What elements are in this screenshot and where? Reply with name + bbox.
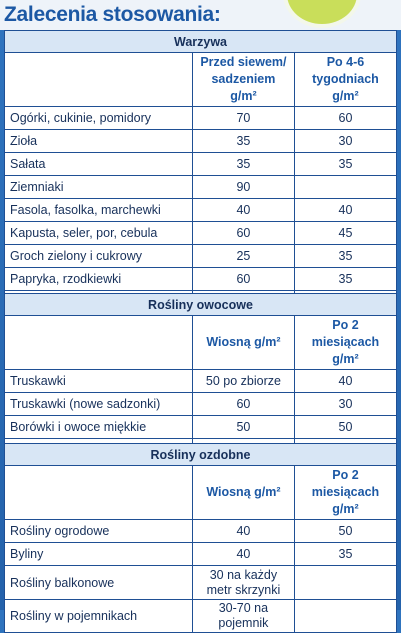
table-row: Borówki i owoce miękkie 50 50 xyxy=(4,415,398,439)
table: Rośliny ozdobne Wiosną g/m² Po 2 miesiącac… xyxy=(4,443,398,633)
column-header: Po 2 miesiącach g/m² xyxy=(293,465,398,520)
table-title: Rośliny ozdobne xyxy=(4,443,397,466)
table-row: Ziemniaki 90 xyxy=(4,175,398,199)
column-header: Po 2 miesiącach g/m² xyxy=(293,315,398,370)
table: Rośliny owocowe Wiosną g/m² Po 2 miesiącac… xyxy=(4,293,398,462)
header-cell xyxy=(4,315,193,370)
cell: 60 xyxy=(191,267,295,291)
cell xyxy=(293,565,398,600)
cell: 35 xyxy=(191,129,295,153)
table-header-row: Rośliny ozdobne xyxy=(4,443,397,466)
table-row: Sałata 35 35 xyxy=(4,152,398,176)
row-label: Ziemniaki xyxy=(4,175,193,199)
cell: 40 xyxy=(191,198,295,222)
column-header: Przed siewem/ sadzeniem g/m² xyxy=(191,52,295,107)
column-header-row: Przed siewem/ sadzeniem g/m² Po 4-6 tygod… xyxy=(4,52,398,107)
cell: 35 xyxy=(293,542,398,566)
cell: 40 xyxy=(191,542,295,566)
row-label: Groch zielony i cukrowy xyxy=(4,244,193,268)
cell: 90 xyxy=(191,175,295,199)
cell: 35 xyxy=(191,152,295,176)
table-title: Rośliny owocowe xyxy=(4,293,397,316)
table-row: Rośliny ogrodowe 40 50 xyxy=(4,519,398,543)
row-label: Papryka, rzodkiewki xyxy=(4,267,193,291)
row-label: Truskawki xyxy=(4,369,193,393)
table-row: Kapusta, seler, por, cebula 60 45 xyxy=(4,221,398,245)
table-row: Papryka, rzodkiewki 60 35 xyxy=(4,267,398,291)
table-header-row: Warzywa xyxy=(4,30,397,53)
table-row: Groch zielony i cukrowy 25 35 xyxy=(4,244,398,268)
table-row: Fasola, fasolka, marchewki 40 40 xyxy=(4,198,398,222)
row-label: Zioła xyxy=(4,129,193,153)
header-cell xyxy=(4,465,193,520)
table-row: Rośliny w pojemnikach 30-70 na pojemnik xyxy=(4,599,398,633)
header-cell xyxy=(4,52,193,107)
table-row: Rośliny balkonowe 30 na każdy metr skrzyn… xyxy=(4,565,398,600)
row-label: Rośliny ogrodowe xyxy=(4,519,193,543)
cell: 70 xyxy=(191,106,295,130)
table-row: Ogórki, cukinie, pomidory 70 60 xyxy=(4,106,398,130)
cell: 50 po zbiorze xyxy=(191,369,295,393)
column-header: Wiosną g/m² xyxy=(191,315,295,370)
cell: 30 na każdy metr skrzynki xyxy=(191,565,295,600)
table: Warzywa Przed siewem/ sadzeniem g/m² Po 4-… xyxy=(4,30,398,314)
table-row: Truskawki 50 po zbiorze 40 xyxy=(4,369,398,393)
cell: 60 xyxy=(191,392,295,416)
row-label: Rośliny w pojemnikach xyxy=(4,599,193,633)
column-header: Po 4-6 tygodniach g/m² xyxy=(293,52,398,107)
cell: 35 xyxy=(293,244,398,268)
row-label: Sałata xyxy=(4,152,193,176)
cell: 30 xyxy=(293,392,398,416)
cell: 30 xyxy=(293,129,398,153)
cell: 35 xyxy=(293,152,398,176)
row-label: Truskawki (nowe sadzonki) xyxy=(4,392,193,416)
row-label: Fasola, fasolka, marchewki xyxy=(4,198,193,222)
row-label: Kapusta, seler, por, cebula xyxy=(4,221,193,245)
cell xyxy=(293,599,398,633)
page-title: Zalecenia stosowania: xyxy=(4,3,221,26)
cell: 50 xyxy=(191,415,295,439)
row-label: Byliny xyxy=(4,542,193,566)
cell: 45 xyxy=(293,221,398,245)
table-row: Byliny 40 35 xyxy=(4,542,398,566)
cell: 60 xyxy=(191,221,295,245)
cell: 35 xyxy=(293,267,398,291)
table-header-row: Rośliny owocowe xyxy=(4,293,397,316)
cell: 40 xyxy=(293,369,398,393)
cell: 50 xyxy=(293,415,398,439)
table-title: Warzywa xyxy=(4,30,397,53)
column-header: Wiosną g/m² xyxy=(191,465,295,520)
row-label: Borówki i owoce miękkie xyxy=(4,415,193,439)
row-label: Rośliny balkonowe xyxy=(4,565,193,600)
column-header-row: Wiosną g/m² Po 2 miesiącach g/m² xyxy=(4,465,398,520)
cell: 25 xyxy=(191,244,295,268)
cell: 40 xyxy=(293,198,398,222)
cell: 60 xyxy=(293,106,398,130)
cell xyxy=(293,175,398,199)
row-label: Ogórki, cukinie, pomidory xyxy=(4,106,193,130)
table-row: Zioła 35 30 xyxy=(4,129,398,153)
cell: 40 xyxy=(191,519,295,543)
table-row: Truskawki (nowe sadzonki) 60 30 xyxy=(4,392,398,416)
column-header-row: Wiosną g/m² Po 2 miesiącach g/m² xyxy=(4,315,398,370)
cell: 50 xyxy=(293,519,398,543)
cell: 30-70 na pojemnik xyxy=(191,599,295,633)
